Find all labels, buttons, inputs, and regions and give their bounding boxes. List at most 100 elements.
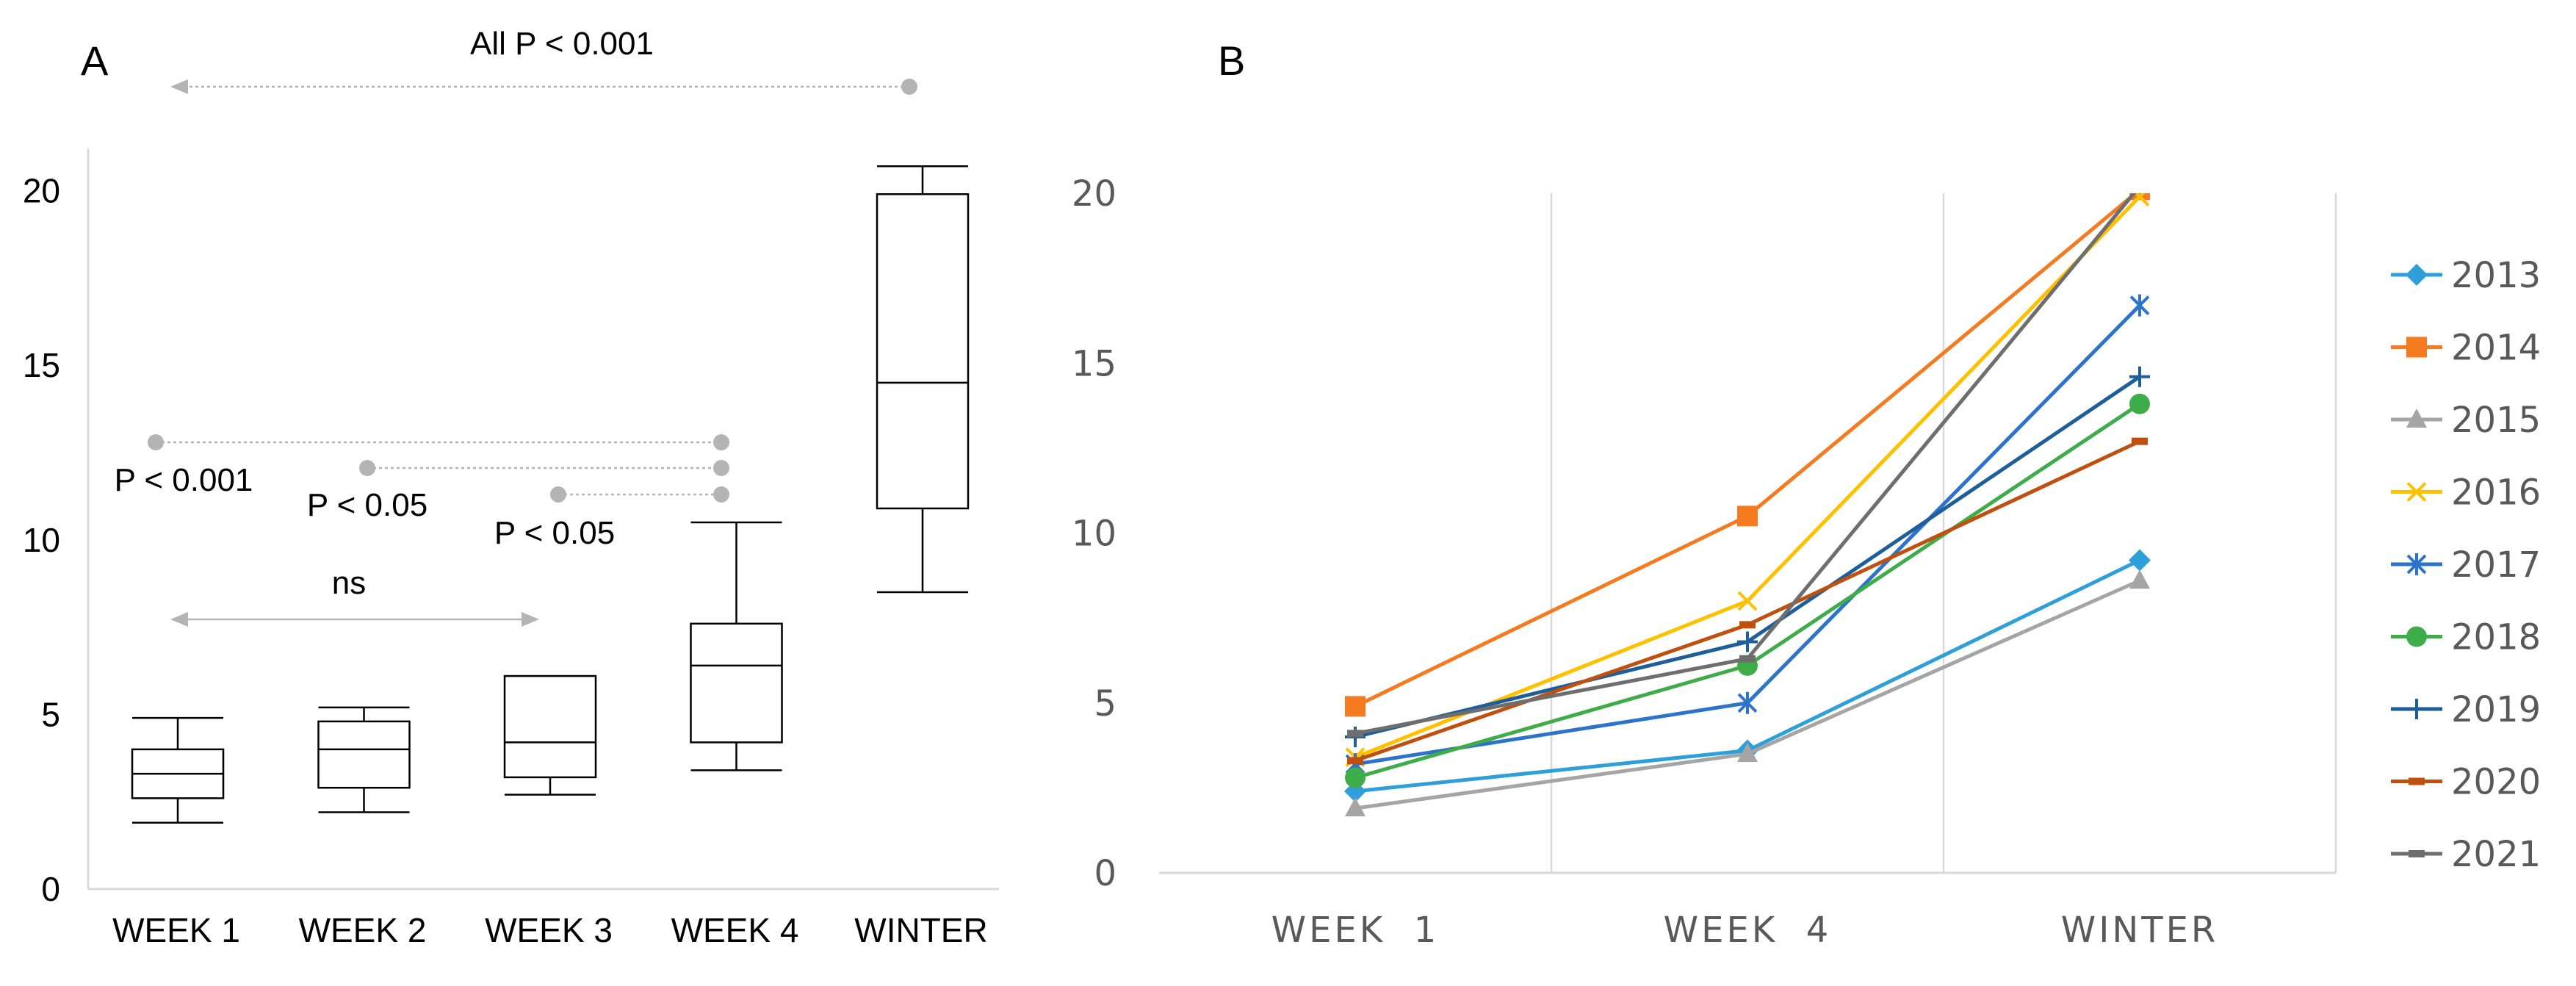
- data-point-2016: [2129, 193, 2150, 207]
- box-iqr: [317, 720, 411, 789]
- data-point-2019: [2129, 366, 2150, 387]
- data-point-2016: [1737, 591, 1758, 611]
- data-point-2021: [1347, 730, 1363, 738]
- data-point-2020: [1347, 757, 1363, 765]
- y-tick-label: 0: [1094, 853, 1116, 894]
- box-week-1: [131, 716, 225, 824]
- legend-label: 2019: [2451, 689, 2541, 730]
- all-comparison-dot: [901, 79, 917, 95]
- box-week-2: [317, 706, 411, 813]
- y-tick-label: 0: [41, 870, 60, 908]
- legend-item-2013: 2013: [2391, 255, 2541, 296]
- y-tick-label: 20: [23, 172, 60, 210]
- series-2015: [1345, 569, 2150, 817]
- plot-area: [1344, 183, 2151, 817]
- box-iqr: [690, 622, 783, 744]
- legend: 2013 2014 2015 2016 2017 2018 2019 2020 2021: [2391, 255, 2541, 875]
- data-point-2015: [1737, 743, 1758, 763]
- annotation-p1: P < 0.001: [115, 462, 253, 498]
- data-point-2013: [2129, 549, 2151, 572]
- box-iqr: [876, 193, 970, 510]
- x-tick-label: WEEK 3: [485, 911, 613, 949]
- legend-swatch-marker: [2406, 553, 2427, 575]
- legend-swatch-marker: [2409, 850, 2425, 857]
- legend-swatch-marker: [2409, 777, 2425, 785]
- sig-dot: [359, 460, 375, 476]
- legend-item-2014: 2014: [2391, 328, 2541, 369]
- legend-swatch-marker: [2406, 482, 2427, 502]
- annotation-all-p: All P < 0.001: [470, 26, 654, 62]
- x-tick-label: WEEK 4: [671, 911, 799, 949]
- legend-item-2021: 2021: [2391, 834, 2541, 875]
- legend-swatch-marker: [2406, 626, 2427, 647]
- x-tick-label: WINTER: [2061, 910, 2219, 951]
- legend-item-2020: 2020: [2391, 762, 2541, 803]
- data-point-2017: [1737, 691, 1758, 714]
- box-iqr: [503, 674, 597, 779]
- sig-dot: [550, 486, 566, 503]
- x-tick-label: WEEK 4: [1664, 910, 1832, 951]
- data-point-2015: [1345, 797, 1365, 817]
- data-point-2018: [2129, 393, 2150, 414]
- panel-label-a: A: [81, 37, 109, 84]
- legend-label: 2015: [2451, 400, 2541, 441]
- data-point-2019: [1737, 631, 1758, 652]
- box-week-3: [503, 674, 597, 796]
- data-point-2021: [1739, 655, 1756, 663]
- series-2019: [1345, 366, 2150, 747]
- y-tick-label: 20: [1072, 173, 1116, 215]
- legend-label: 2013: [2451, 255, 2541, 296]
- series-2020: [1347, 437, 2148, 765]
- series-2014: [1345, 193, 2150, 717]
- all-comparison-arrow: [170, 79, 188, 94]
- sig-dot: [713, 434, 729, 450]
- legend-label: 2021: [2451, 834, 2541, 875]
- legend-label: 2018: [2451, 617, 2541, 658]
- series-2017: [1345, 294, 2150, 775]
- annotation-ns: ns: [332, 565, 366, 601]
- legend-swatch-marker: [2406, 409, 2427, 428]
- legend-label: 2014: [2451, 328, 2541, 369]
- legend-swatch-marker: [2406, 699, 2427, 719]
- panel-label-b: B: [1218, 37, 1245, 84]
- sig-dot: [148, 434, 164, 450]
- series-line-2014: [1354, 193, 2139, 708]
- legend-item-2015: 2015: [2391, 400, 2541, 441]
- ns-arrow-right: [522, 612, 539, 627]
- panel-a-boxplot: A 0 5 10 15 20 WEEK 1 WEEK 2 WEEK 3 WEEK 4 WINTER A…: [23, 26, 999, 949]
- data-point-2015: [2129, 569, 2150, 589]
- data-point-2014: [1737, 505, 1758, 527]
- x-tick-label: WINTER: [854, 911, 987, 949]
- x-tick-label: WEEK 1: [112, 911, 240, 949]
- ns-arrow-left: [170, 612, 188, 627]
- box-winter: [876, 165, 970, 594]
- series-line-2019: [1354, 375, 2141, 739]
- legend-item-2016: 2016: [2391, 472, 2541, 514]
- legend-item-2019: 2019: [2391, 689, 2541, 730]
- data-point-2021: [2132, 183, 2148, 190]
- legend-label: 2016: [2451, 472, 2541, 514]
- annotation-p3: P < 0.05: [494, 515, 615, 551]
- y-tick-label: 5: [1094, 683, 1116, 724]
- data-point-2020: [2132, 437, 2148, 445]
- legend-item-2018: 2018: [2391, 617, 2541, 658]
- series-2018: [1345, 393, 2150, 788]
- legend-item-2017: 2017: [2391, 544, 2541, 586]
- sig-dot: [713, 460, 729, 476]
- y-tick-label: 10: [23, 521, 60, 559]
- x-tick-label: WEEK 2: [299, 911, 427, 949]
- data-point-2020: [1739, 621, 1756, 629]
- data-point-2018: [1345, 767, 1365, 788]
- sig-dot: [713, 486, 729, 503]
- legend-label: 2017: [2451, 544, 2541, 586]
- box-week-4: [690, 521, 783, 771]
- legend-label: 2020: [2451, 762, 2541, 803]
- series-2021: [1347, 183, 2148, 738]
- legend-swatch-marker: [2406, 264, 2428, 286]
- annotation-p2: P < 0.05: [307, 487, 427, 523]
- x-tick-label: WEEK 1: [1271, 910, 1440, 951]
- y-tick-label: 5: [41, 695, 60, 733]
- y-tick-label: 10: [1072, 514, 1116, 555]
